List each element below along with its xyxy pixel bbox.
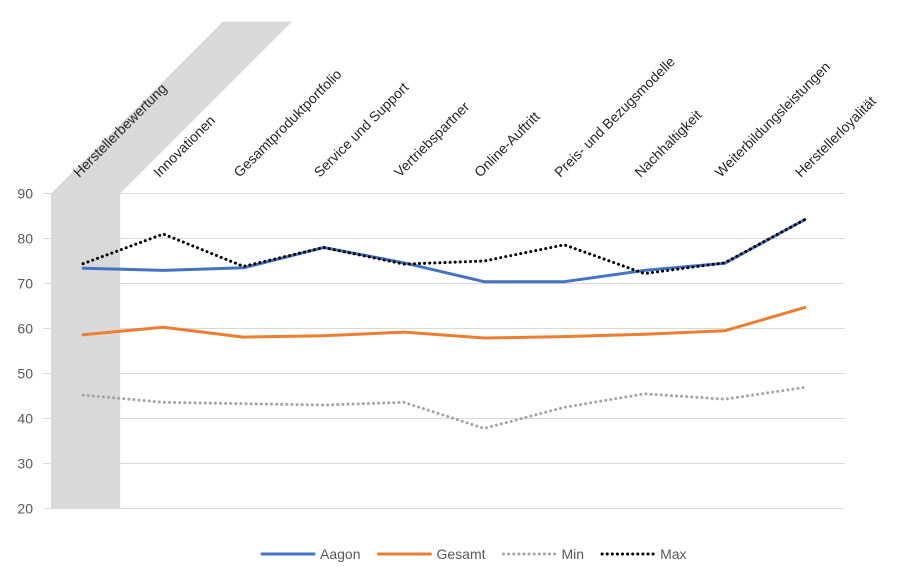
category-label: Herstellerloyalität — [792, 93, 879, 180]
series-line-aagon — [81, 218, 807, 284]
y-tick-label: 80 — [17, 231, 33, 247]
highlight-band — [51, 21, 293, 509]
legend-label-max: Max — [660, 546, 686, 562]
series-line-min — [81, 385, 807, 430]
y-tick-label: 60 — [17, 321, 33, 337]
gridlines — [43, 193, 845, 509]
y-tick-label: 40 — [17, 411, 33, 427]
legend: Aagon Gesamt Min Max — [260, 546, 687, 562]
category-label: Online-Auftritt — [471, 108, 543, 180]
y-tick-label: 90 — [17, 186, 33, 202]
series-line-gesamt — [81, 305, 807, 340]
y-tick-label: 30 — [17, 456, 33, 472]
y-axis-ticks: 20 30 40 50 60 70 80 90 — [17, 186, 33, 517]
legend-label-aagon: Aagon — [320, 546, 360, 562]
legend-label-gesamt: Gesamt — [436, 546, 485, 562]
y-tick-label: 70 — [17, 276, 33, 292]
category-label: Vertriebspartner — [391, 98, 473, 180]
series-line-max — [81, 218, 807, 276]
legend-label-min: Min — [562, 546, 585, 562]
y-tick-label: 20 — [17, 501, 33, 517]
category-label: Nachhaltigkeit — [631, 107, 705, 181]
series-lines — [81, 218, 807, 430]
y-tick-label: 50 — [17, 366, 33, 382]
highlight-band-shape — [51, 21, 293, 509]
